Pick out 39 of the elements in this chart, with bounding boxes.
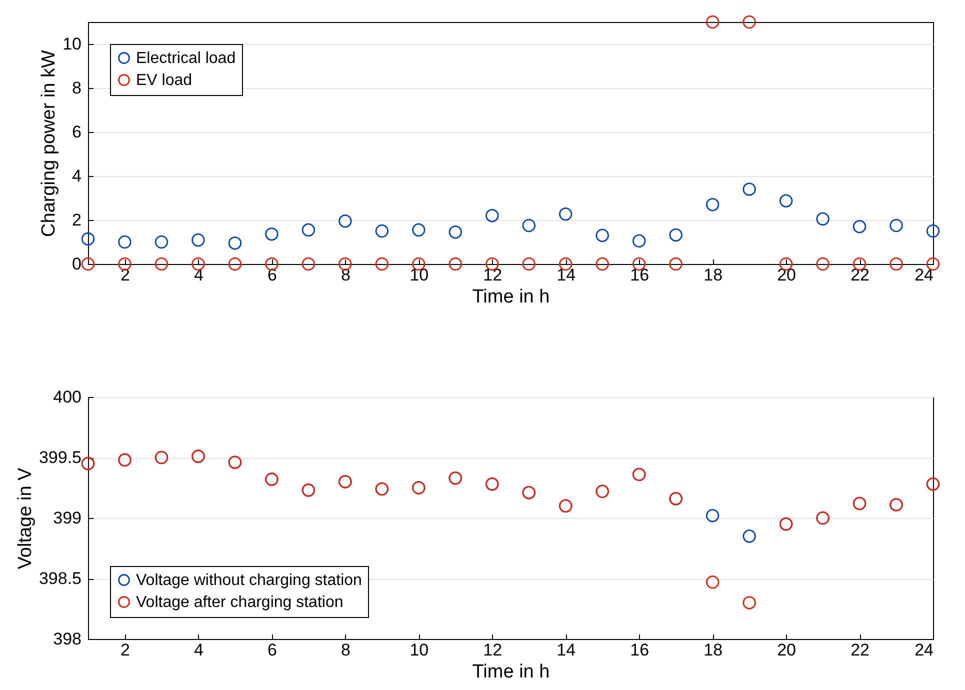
x-tick-label: 22 [850, 266, 870, 284]
x-tick-label: 14 [556, 640, 576, 660]
x-axis-title: Time in h [472, 662, 550, 682]
legend-label: Voltage without charging station [136, 572, 362, 589]
legend-label: EV load [136, 72, 192, 89]
x-tick-label: 10 [410, 640, 429, 660]
y-tick-label: 399 [53, 508, 82, 528]
legend-label: Electrical load [136, 50, 236, 67]
y-axis-title: Voltage in V [14, 467, 36, 570]
y-tick-label: 8 [72, 78, 82, 98]
x-tick-label: 18 [704, 266, 723, 284]
x-tick-label: 18 [704, 640, 723, 660]
x-tick-label: 24 [914, 266, 934, 284]
x-tick-label: 16 [630, 640, 650, 660]
x-tick-label: 12 [483, 640, 502, 660]
x-tick-label: 10 [410, 266, 429, 284]
x-tick-label: 6 [267, 640, 277, 660]
x-tick-label: 24 [914, 640, 934, 660]
y-tick-label: 398 [53, 630, 82, 648]
x-tick-label: 12 [483, 266, 502, 284]
y-tick-label: 6 [72, 122, 82, 142]
x-tick-label: 22 [850, 640, 870, 660]
y-tick-label: 4 [72, 166, 82, 186]
y-tick-label: 0 [72, 254, 82, 274]
y-tick-label: 399.5 [38, 448, 82, 467]
y-axis-title: Charging power in kW [38, 50, 60, 237]
x-tick-label: 20 [777, 266, 796, 284]
y-tick-label: 10 [62, 34, 82, 54]
x-axis-title: Time in h [472, 286, 550, 308]
x-tick-label: 8 [340, 640, 350, 660]
x-tick-label: 2 [120, 640, 130, 660]
x-tick-label: 20 [777, 640, 796, 660]
x-tick-label: 4 [194, 640, 204, 660]
y-tick-label: 398.5 [38, 569, 82, 588]
x-tick-label: 14 [556, 266, 576, 284]
legend-label: Voltage after charging station [136, 594, 344, 611]
y-tick-label: 2 [72, 210, 82, 230]
y-tick-label: 400 [53, 388, 82, 406]
x-tick-label: 16 [630, 266, 650, 284]
